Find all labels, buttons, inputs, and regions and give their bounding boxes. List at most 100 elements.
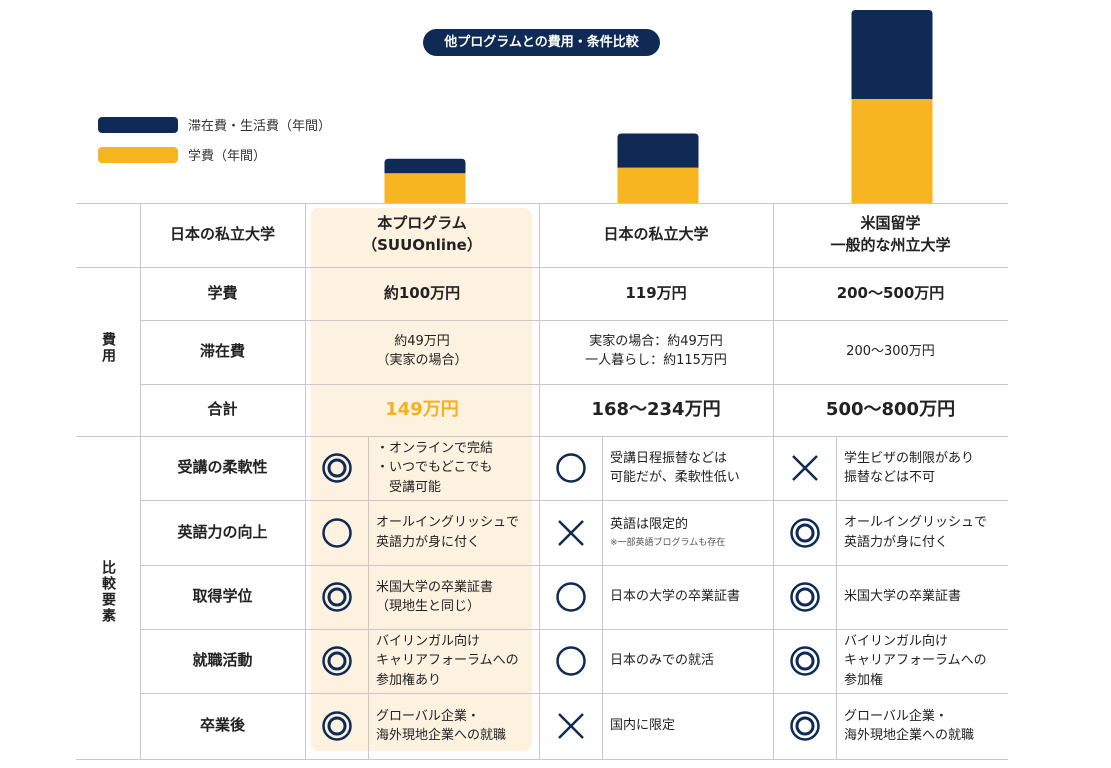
- cost-value: 約49万円 （実家の場合）: [376, 334, 468, 368]
- description-text: バイリンガル向け キャリアフォーラムへの 参加権あり: [376, 633, 519, 688]
- description-text: バイリンガル向け キャリアフォーラムへの 参加権: [844, 633, 987, 688]
- row-label: 学費: [207, 283, 238, 302]
- description-text: 日本の大学の卒業証書: [610, 589, 741, 605]
- row-divider: [140, 384, 1008, 385]
- compare-description: 米国大学の卒業証書: [844, 565, 1004, 629]
- description-text: 日本のみでの就活: [610, 653, 715, 669]
- double-circle-icon: [322, 582, 352, 612]
- legend-label-tuition: 学費（年間）: [188, 149, 267, 164]
- double-circle-icon: [322, 453, 352, 483]
- stacked-bar-chart: [384, 9, 933, 203]
- cross-icon: [558, 519, 584, 546]
- header-cell: 米国留学 一般的な州立大学: [830, 214, 951, 254]
- cross-icon: [792, 455, 818, 481]
- compare-description: 米国大学の卒業証書 （現地生と同じ）: [376, 565, 535, 629]
- description-note: ※一部英語プログラムも存在: [610, 537, 726, 548]
- description-text: 学生ビザの制限があり 振替などは不可: [844, 450, 975, 486]
- description-text: オールイングリッシュで 英語力が身に付く: [844, 515, 988, 550]
- highlight-column: [311, 208, 532, 751]
- cross-icon: [558, 713, 584, 739]
- compare-description: 国内に限定: [610, 693, 769, 759]
- double-circle-icon: [790, 582, 820, 612]
- legend-swatch-navy: [98, 116, 178, 133]
- cost-value: 149万円: [385, 398, 459, 420]
- bar-segment-tuition-0: [384, 173, 466, 203]
- cost-value: 200〜300万円: [846, 343, 935, 359]
- description-text: 米国大学の卒業証書: [844, 589, 962, 605]
- compare-description: 日本の大学の卒業証書: [610, 565, 769, 629]
- cost-value: 実家の場合：約49万円 一人暮らし：約115万円: [585, 334, 727, 368]
- legend-label-living: 滞在費・生活費（年間）: [188, 119, 332, 134]
- bar-segment-living-2: [851, 9, 933, 100]
- col-divider: [539, 203, 540, 759]
- row-divider: [140, 629, 1008, 630]
- row-label: 就職活動: [192, 651, 253, 670]
- description-text: グローバル企業・ 海外現地企業への就職: [376, 708, 507, 744]
- group-label-compare: 比較要素: [100, 559, 116, 624]
- compare-description: 英語は限定的 ※一部英語プログラムも存在: [610, 500, 769, 565]
- row-label: 取得学位: [192, 587, 253, 606]
- header-cell: 日本の私立大学: [169, 225, 275, 244]
- description-text: オールイングリッシュで 英語力が身に付く: [376, 515, 520, 550]
- row-divider: [140, 320, 1008, 321]
- double-circle-icon: [790, 711, 820, 741]
- bar-segment-living-1: [617, 133, 699, 168]
- description-text: ・オンラインで完結 ・いつでもどこでも 受講可能: [376, 440, 494, 495]
- row-divider: [76, 203, 1008, 204]
- row-divider: [140, 500, 1008, 501]
- legend-swatch-gold: [98, 146, 178, 163]
- row-label: 英語力の向上: [177, 522, 268, 541]
- description-text: 国内に限定: [610, 718, 676, 734]
- bar-segment-tuition-2: [851, 99, 933, 203]
- col-divider: [305, 203, 306, 759]
- double-circle-icon: [790, 517, 820, 548]
- cost-value: 168〜234万円: [591, 398, 721, 420]
- circle-icon: [322, 517, 352, 548]
- cost-value: 200〜500万円: [836, 283, 945, 302]
- symbol-divider: [836, 436, 837, 759]
- symbol-divider: [368, 436, 369, 759]
- col-divider: [140, 203, 141, 759]
- row-divider: [76, 436, 1008, 437]
- row-label: 卒業後: [199, 716, 245, 735]
- description-text: 英語は限定的: [610, 517, 689, 532]
- header-cell: 本プログラム （SUUOnline）: [362, 214, 482, 254]
- legend-item-tuition: 学費（年間）: [98, 145, 266, 164]
- row-divider: [76, 267, 1008, 268]
- bar-segment-tuition-1: [617, 167, 699, 203]
- circle-icon: [556, 646, 586, 676]
- compare-description: オールイングリッシュで 英語力が身に付く: [844, 500, 1004, 565]
- bar-segment-living-0: [384, 158, 466, 174]
- cost-value: 約100万円: [383, 283, 461, 302]
- legend-item-living: 滞在費・生活費（年間）: [98, 115, 331, 134]
- comparison-table: 日本の私立大学 本プログラム （SUUOnline） 日本の私立大学 米国留学 一般的…: [76, 203, 1008, 760]
- compare-description: ・オンラインで完結 ・いつでもどこでも 受講可能: [376, 436, 535, 500]
- row-label: 滞在費: [199, 342, 245, 361]
- row-divider: [76, 759, 1008, 760]
- compare-description: 受講日程振替などは 可能だが、柔軟性低い: [610, 436, 769, 500]
- double-circle-icon: [322, 646, 352, 676]
- group-label-cost: 費用: [100, 331, 116, 364]
- row-label: 受講の柔軟性: [177, 458, 268, 477]
- compare-description: オールイングリッシュで 英語力が身に付く: [376, 500, 535, 565]
- compare-description: グローバル企業・ 海外現地企業への就職: [376, 693, 535, 759]
- chart-title: 他プログラムとの費用・条件比較: [423, 29, 660, 56]
- cost-value: 119万円: [625, 283, 687, 302]
- compare-description: グローバル企業・ 海外現地企業への就職: [844, 693, 1004, 759]
- circle-icon: [556, 453, 586, 483]
- description-text: グローバル企業・ 海外現地企業への就職: [844, 708, 975, 744]
- compare-description: 日本のみでの就活: [610, 629, 769, 693]
- header-cell: 日本の私立大学: [603, 225, 709, 244]
- cost-value: 500〜800万円: [825, 398, 956, 420]
- circle-icon: [556, 582, 586, 612]
- compare-description: バイリンガル向け キャリアフォーラムへの 参加権あり: [376, 629, 535, 693]
- double-circle-icon: [322, 711, 352, 741]
- description-text: 米国大学の卒業証書 （現地生と同じ）: [376, 579, 494, 615]
- compare-description: バイリンガル向け キャリアフォーラムへの 参加権: [844, 629, 1004, 693]
- row-divider: [140, 693, 1008, 694]
- compare-description: 学生ビザの制限があり 振替などは不可: [844, 436, 1004, 500]
- col-divider: [773, 203, 774, 759]
- double-circle-icon: [790, 646, 820, 676]
- row-label: 合計: [207, 400, 238, 419]
- description-text: 受講日程振替などは 可能だが、柔軟性低い: [610, 450, 740, 486]
